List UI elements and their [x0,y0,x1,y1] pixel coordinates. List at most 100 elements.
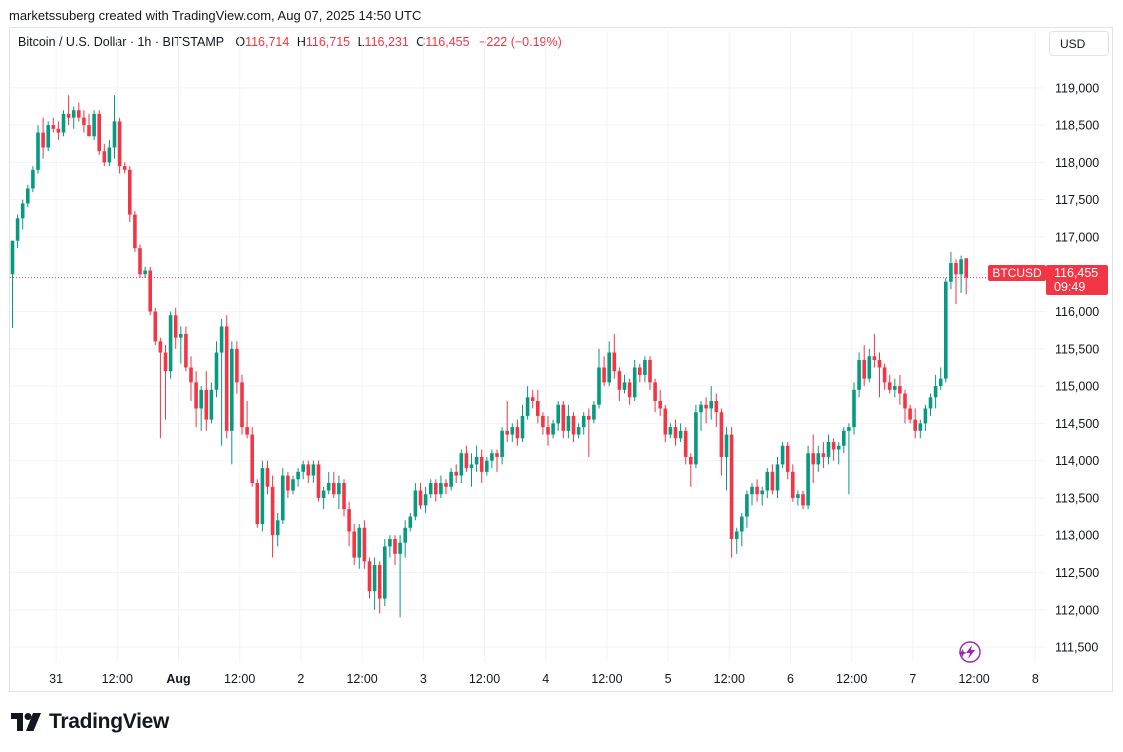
candle-body [388,538,392,547]
candle-body [479,456,484,472]
candle-body [770,471,775,491]
candle-body [245,427,249,435]
candle-body [862,360,866,379]
candle-body [709,401,713,409]
x-tick-label: 3 [420,672,427,686]
candle-body [449,471,453,487]
candle-body [398,542,402,554]
candle-body [704,404,708,409]
candle-body [826,442,831,457]
candle-body [530,397,535,402]
candle-body [260,468,265,525]
candle-body [607,352,611,383]
candle-body [847,427,851,431]
candle-body [893,386,897,390]
change-value: −222 (−0.19%) [479,35,562,49]
chart-caption: marketssuberg created with TradingView.c… [9,8,422,23]
y-tick-label: 115,500 [1055,342,1099,356]
candle-body [801,494,805,506]
x-tick-label: Aug [166,672,190,686]
candle-body [128,169,132,215]
candle-body [510,427,515,435]
y-tick-label: 117,000 [1055,230,1099,244]
currency-button[interactable]: USD [1049,31,1109,56]
candle-body [867,356,872,379]
ticker-tag: BTCUSD [992,266,1042,280]
candle-body [321,490,326,498]
candle-body [403,527,407,543]
candle-body [20,203,25,219]
chart-frame[interactable] [9,27,1113,692]
candle-body [423,494,428,506]
candle-body [903,393,907,409]
candle-body [194,382,198,409]
candle-body [168,315,173,372]
candle-body [643,360,647,375]
candle-body [352,531,356,558]
y-tick-label: 115,000 [1055,380,1099,394]
candle-body [306,464,311,476]
candle-body [10,240,15,275]
candle-body [332,483,336,495]
candle-body [954,263,958,275]
close-value: 116,455 [425,35,470,49]
candle-body [525,397,530,416]
candle-body [158,341,163,353]
y-tick-label: 114,500 [1055,417,1099,431]
candle-body [765,471,770,491]
candle-body [551,423,555,435]
tradingview-logo[interactable]: TradingView [11,710,169,734]
candle-body [87,125,91,137]
candle-body [719,412,724,457]
candle-body [133,214,137,249]
candle-body [791,471,795,498]
symbol-label[interactable]: Bitcoin / U.S. Dollar · 1h · BITSTAMP [18,35,224,49]
candle-body [173,315,178,338]
candle-body [780,445,785,465]
candle-body [714,401,719,413]
candle-body [520,415,525,439]
candle-body [189,367,193,383]
candle-body [816,453,821,465]
candle-body [235,348,239,383]
candle-body [821,453,826,457]
candle-body [913,419,917,431]
candle-body [372,565,377,592]
candle-body [622,382,627,390]
candle-body [92,113,96,137]
time-axis: 31 12:00 Aug 12:00 2 12:00 3 12:00 4 12:00 5 12:00 6… [49,672,1039,686]
candle-body [148,270,152,312]
candle-body [362,527,367,562]
candle-body [459,453,464,476]
candle-body [500,430,504,457]
candle-body [877,360,882,368]
candle-body [745,494,749,517]
y-tick-label: 118,500 [1055,119,1099,133]
candle-body [505,430,509,435]
y-tick-label: 112,000 [1055,603,1099,617]
candle-body [755,486,759,495]
candle-body [301,464,305,472]
candle-body [842,430,846,446]
candle-body [383,546,387,599]
candle-body [592,404,596,420]
candle-body [357,527,362,558]
x-tick-label: 12:00 [836,672,867,686]
candle-body [887,382,892,390]
open-value: 116,714 [245,35,290,49]
candle-body [775,464,780,491]
candle-body [836,445,841,450]
candle-body [15,218,20,241]
candle-body [163,352,168,372]
bar-countdown: 09:49 [1054,280,1085,294]
lightning-icon[interactable] [958,641,981,663]
candle-body [541,415,545,428]
candle-body [347,509,351,532]
candle-body [77,110,81,118]
candle-body [785,445,790,472]
candle-body [612,352,617,372]
candle-body [102,151,107,163]
candle-body [587,415,591,420]
x-tick-label: 8 [1032,672,1039,686]
